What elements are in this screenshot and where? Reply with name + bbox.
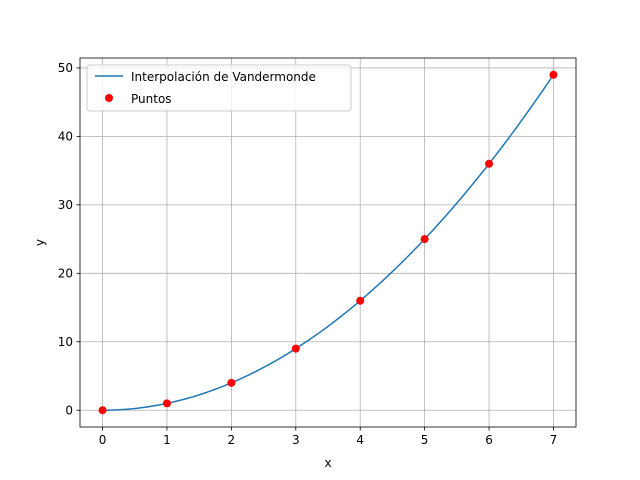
points-layer [98,70,558,415]
legend-label-points: Puntos [131,92,172,106]
y-tick-label: 50 [58,61,73,75]
data-point [549,70,558,79]
x-tick-label: 0 [99,433,107,447]
data-point [227,378,236,387]
data-point [291,344,300,353]
legend-box [86,64,352,112]
data-point [356,296,365,305]
y-tick-label: 30 [58,198,73,212]
x-tick-label: 4 [356,433,364,447]
y-tick-label: 0 [65,403,73,417]
x-tick-label: 7 [550,433,558,447]
x-tick-label: 3 [292,433,300,447]
y-tick-label: 10 [58,335,73,349]
y-axis-label: y [33,239,47,246]
data-point [420,235,429,244]
data-point [485,159,494,168]
x-tick-label: 5 [421,433,429,447]
x-axis-label: x [324,456,331,470]
y-axis-ticks: 0 10 20 30 40 50 [58,61,80,417]
x-tick-label: 1 [163,433,171,447]
y-tick-label: 40 [58,130,73,144]
plot-area-frame [79,57,577,428]
x-tick-label: 6 [485,433,493,447]
data-point [162,399,171,408]
legend-point-swatch [105,94,113,102]
legend-label-interpolation: Interpolación de Vandermonde [131,70,316,84]
data-point [98,406,107,415]
interpolation-line-layer [102,74,555,411]
legend: Interpolación de Vandermonde Puntos [86,64,352,112]
x-axis-ticks: 0 1 2 3 4 5 6 7 [99,427,558,447]
x-tick-label: 2 [228,433,236,447]
y-tick-label: 20 [58,267,73,281]
interpolation-line [102,74,555,411]
